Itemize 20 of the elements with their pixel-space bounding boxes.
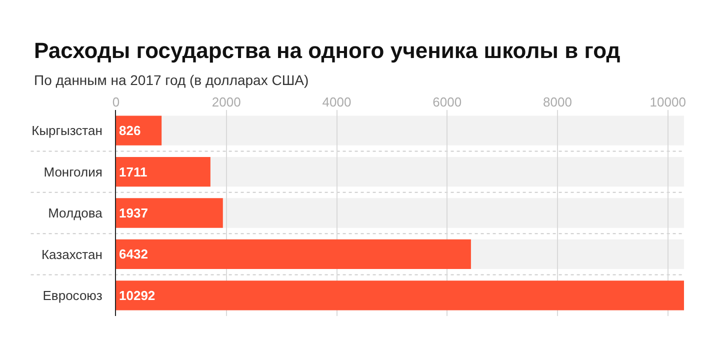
y-tick-label: Евросоюз — [42, 288, 102, 303]
bar — [116, 156, 210, 187]
y-tick-label: Молдова — [48, 206, 104, 221]
x-tick-label: 10000 — [650, 94, 686, 110]
chart-subtitle: По данным на 2017 год (в долларах США) — [34, 72, 309, 88]
data-label: 10292 — [119, 288, 156, 303]
y-tick-label: Казахстан — [41, 246, 102, 262]
chart-title: Расходы государства на одного ученика школы в год — [34, 38, 620, 63]
data-label: 1937 — [119, 206, 148, 220]
data-label: 6432 — [119, 246, 148, 262]
x-tick-label: 2000 — [212, 94, 241, 110]
data-label: 1711 — [119, 164, 148, 180]
data-label: 826 — [119, 123, 141, 138]
x-tick-label: 0 — [112, 94, 120, 110]
y-tick-label: Кыргызстан — [32, 123, 102, 138]
x-tick-label: 6000 — [432, 94, 462, 110]
x-tick-label: 4000 — [322, 94, 352, 110]
x-tick-label: 8000 — [543, 94, 572, 110]
y-tick-label: Монголия — [44, 164, 102, 180]
bar — [116, 198, 223, 228]
